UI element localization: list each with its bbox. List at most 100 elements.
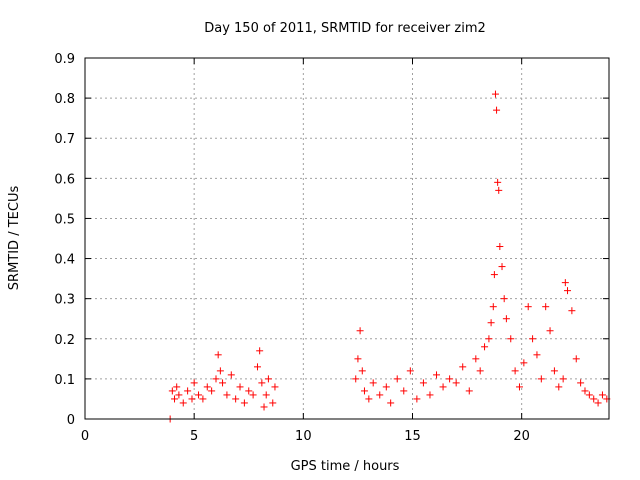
data-point <box>253 363 261 371</box>
data-point <box>258 379 266 387</box>
data-point <box>376 391 384 399</box>
data-point <box>365 395 373 403</box>
data-point <box>472 355 480 363</box>
data-point <box>249 391 257 399</box>
data-point <box>452 379 460 387</box>
data-point <box>500 295 508 303</box>
y-tick-label: 0.8 <box>54 92 75 107</box>
axis-ticks: 0 0.1 0.2 0.3 0.4 0.5 0.6 0.7 0.8 0.9 0 5 10 15 20 <box>54 52 609 444</box>
data-point <box>212 375 220 383</box>
data-point <box>507 335 515 343</box>
y-tick-label: 0.2 <box>54 333 75 348</box>
data-point <box>413 395 421 403</box>
data-point <box>439 383 447 391</box>
data-point <box>581 387 589 395</box>
data-point <box>173 383 181 391</box>
data-point <box>495 186 503 194</box>
data-point <box>502 315 510 323</box>
data-points <box>166 90 611 423</box>
data-point <box>190 379 198 387</box>
data-point <box>208 387 216 395</box>
data-point <box>446 375 454 383</box>
data-point <box>561 279 569 287</box>
x-tick-label: 0 <box>81 429 89 444</box>
data-point <box>195 391 203 399</box>
grid-lines <box>85 58 609 419</box>
data-point <box>236 383 244 391</box>
data-point <box>485 335 493 343</box>
data-point <box>227 371 235 379</box>
data-point <box>199 395 207 403</box>
x-tick-label: 20 <box>513 429 530 444</box>
data-point <box>271 383 279 391</box>
data-point <box>184 387 192 395</box>
data-point <box>260 403 268 411</box>
plot-frame <box>84 57 610 420</box>
data-point <box>537 375 545 383</box>
data-point <box>352 375 360 383</box>
data-point <box>491 90 499 98</box>
data-point <box>524 303 532 311</box>
data-point <box>256 347 264 355</box>
data-point <box>171 395 179 403</box>
data-point <box>369 379 377 387</box>
data-point <box>542 303 550 311</box>
data-point <box>465 387 473 395</box>
y-tick-label: 0.6 <box>54 172 75 187</box>
data-point <box>269 399 277 407</box>
data-point <box>520 359 528 367</box>
y-tick-label: 0.4 <box>54 253 75 268</box>
data-point <box>358 367 366 375</box>
data-point <box>498 263 506 271</box>
data-point <box>577 379 585 387</box>
data-point <box>203 383 211 391</box>
chart-title: Day 150 of 2011, SRMTID for receiver zim… <box>204 21 486 36</box>
data-point <box>232 395 240 403</box>
x-axis-label: GPS time / hours <box>291 459 400 474</box>
data-point <box>594 399 602 407</box>
data-point <box>511 367 519 375</box>
y-tick-label: 0.7 <box>54 132 75 147</box>
data-point <box>262 391 270 399</box>
data-point <box>481 343 489 351</box>
data-point <box>168 387 176 395</box>
data-point <box>564 287 572 295</box>
data-point <box>406 367 414 375</box>
data-point <box>179 399 187 407</box>
y-tick-label: 0 <box>67 413 75 428</box>
data-point <box>590 395 598 403</box>
data-point <box>490 271 498 279</box>
data-point <box>419 379 427 387</box>
data-point <box>572 355 580 363</box>
data-point <box>240 399 248 407</box>
data-point <box>493 106 501 114</box>
data-point <box>356 327 364 335</box>
y-tick-label: 0.1 <box>54 373 75 388</box>
y-tick-label: 0.3 <box>54 293 75 308</box>
data-point <box>387 399 395 407</box>
x-tick-label: 5 <box>190 429 198 444</box>
data-point <box>426 391 434 399</box>
data-point <box>476 367 484 375</box>
data-point <box>393 375 401 383</box>
data-point <box>494 178 502 186</box>
data-point <box>487 319 495 327</box>
data-point <box>559 375 567 383</box>
data-point <box>175 391 183 399</box>
data-point <box>459 363 467 371</box>
data-point <box>546 327 554 335</box>
data-point <box>223 391 231 399</box>
data-point <box>496 243 504 251</box>
data-point <box>354 355 362 363</box>
data-point <box>245 387 253 395</box>
data-point <box>515 383 523 391</box>
data-point <box>214 351 222 359</box>
y-axis-label: SRMTID / TECUs <box>7 186 22 291</box>
data-point <box>568 307 576 315</box>
data-point <box>550 367 558 375</box>
data-point <box>598 391 606 399</box>
data-point <box>533 351 541 359</box>
data-point <box>489 303 497 311</box>
data-point <box>360 387 368 395</box>
